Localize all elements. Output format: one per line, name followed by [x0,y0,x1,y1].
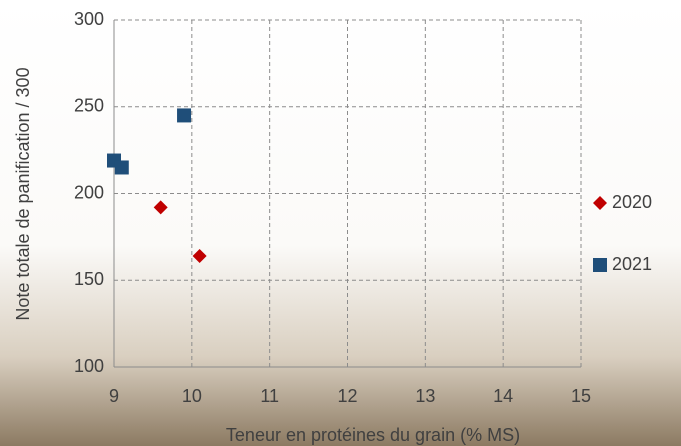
y-tick-label: 100 [74,356,104,376]
x-tick-label: 14 [493,386,513,406]
y-tick-label: 200 [74,182,104,202]
y-tick-label: 300 [74,9,104,29]
marker-diamond [593,196,607,210]
marker-square [177,108,192,123]
x-tick-label: 15 [571,386,591,406]
x-tick-label: 10 [182,386,202,406]
legend-label: 2021 [612,254,652,274]
marker-diamond [192,248,207,263]
x-tick-label: 9 [109,386,119,406]
x-tick-label: 12 [337,386,357,406]
legend-label: 2020 [612,192,652,212]
y-tick-label: 150 [74,269,104,289]
y-tick-label: 250 [74,96,104,116]
x-tick-label: 11 [260,386,279,406]
marker-square [593,258,607,272]
x-tick-label: 13 [415,386,435,406]
marker-diamond [153,200,168,215]
marker-square [114,160,129,175]
x-axis-label: Teneur en protéines du grain (% MS) [226,425,520,445]
y-axis-label: Note totale de panification / 300 [13,67,33,320]
